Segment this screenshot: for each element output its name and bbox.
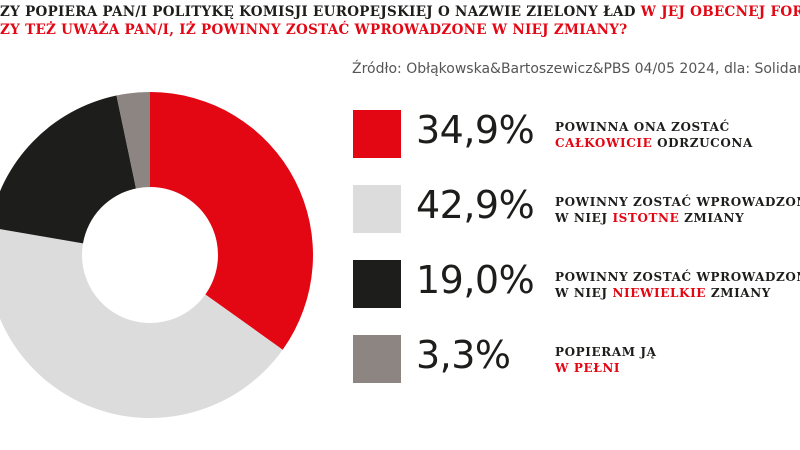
donut-slice xyxy=(116,92,150,189)
chart-title: ZY POPIERA PAN/I POLITYKĘ KOMISJI EUROPE… xyxy=(0,3,800,39)
legend-swatch xyxy=(353,185,401,233)
text-segment: POWINNY ZOSTAĆ WPROWADZONE xyxy=(555,195,800,209)
text-segment: NIEWIELKIE xyxy=(612,286,707,300)
text-segment: ZMIANY xyxy=(710,286,771,300)
value-label: 34,9% xyxy=(416,108,535,152)
legend-swatch xyxy=(353,110,401,158)
text-segment: ZY POPIERA PAN/I POLITYKĘ KOMISJI EUROPE… xyxy=(0,4,636,20)
text-segment: POPIERAM JĄ xyxy=(555,345,657,359)
legend-swatch xyxy=(353,335,401,383)
text-segment: POWINNA ONA ZOSTAĆ xyxy=(555,120,730,134)
text-segment: ZY TEŻ UWAŻA PAN/I, IŻ POWINNY ZOSTAĆ WP… xyxy=(0,22,628,38)
legend-label: POWINNA ONA ZOSTAĆ CAŁKOWICIE ODRZUCONA xyxy=(555,119,753,151)
text-segment: ZMIANY xyxy=(684,211,745,225)
donut-slice xyxy=(150,92,313,350)
text-segment: W JEJ OBECNEJ FORMIE xyxy=(640,4,800,20)
text-segment: W PEŁNI xyxy=(555,361,621,375)
legend-label: POWINNY ZOSTAĆ WPROWADZONE W NIEJ NIEWIEL… xyxy=(555,269,800,301)
legend-label: POPIERAM JĄ W PEŁNI xyxy=(555,344,657,376)
value-label: 19,0% xyxy=(416,258,535,302)
text-segment: ISTOTNE xyxy=(612,211,680,225)
text-segment: W NIEJ xyxy=(555,286,608,300)
text-segment: POWINNY ZOSTAĆ WPROWADZONE xyxy=(555,270,800,284)
donut-slice xyxy=(0,229,283,418)
legend-swatch xyxy=(353,260,401,308)
text-segment: ODRZUCONA xyxy=(657,136,753,150)
text-segment: W NIEJ xyxy=(555,211,608,225)
legend-label: POWINNY ZOSTAĆ WPROWADZONE W NIEJ ISTOTNE… xyxy=(555,194,800,226)
value-label: 3,3% xyxy=(416,333,511,377)
source: Źródło: Obłąkowska&Bartoszewicz&PBS 04/0… xyxy=(352,61,800,77)
text-segment: CAŁKOWICIE xyxy=(555,136,653,150)
value-label: 42,9% xyxy=(416,183,535,227)
donut-slice xyxy=(0,95,137,244)
